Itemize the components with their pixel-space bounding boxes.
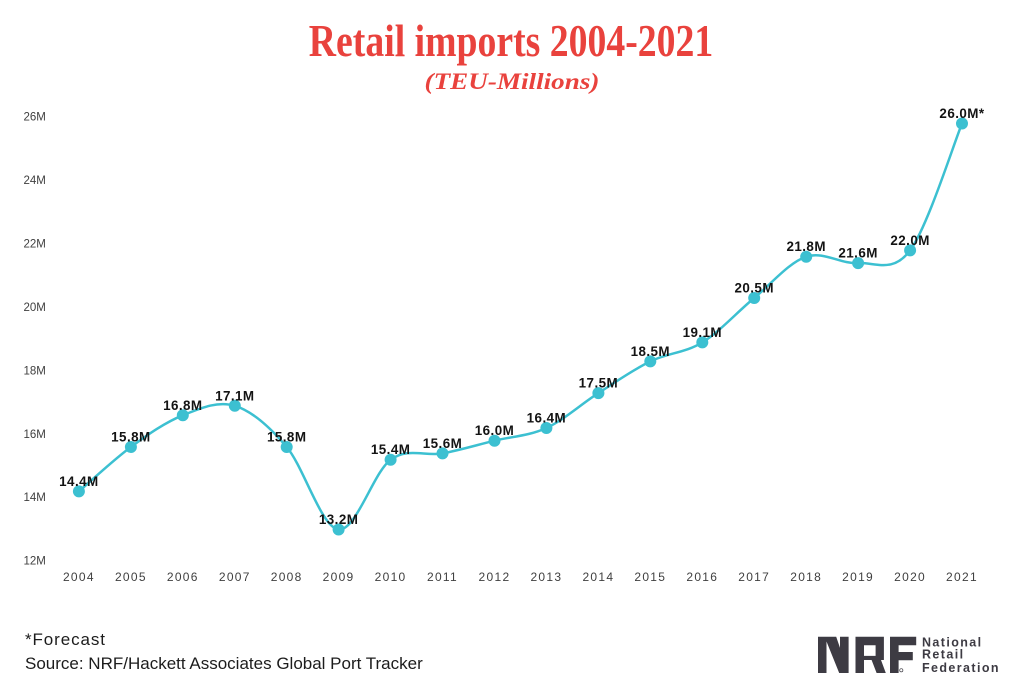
svg-text:15.8M: 15.8M: [111, 430, 150, 445]
svg-text:17.5M: 17.5M: [579, 376, 618, 391]
svg-text:Retail: Retail: [922, 648, 964, 662]
svg-text:26M: 26M: [24, 112, 46, 124]
svg-text:2009: 2009: [323, 570, 355, 584]
svg-text:2017: 2017: [738, 570, 770, 584]
svg-text:16.8M: 16.8M: [163, 398, 202, 413]
svg-text:2006: 2006: [167, 570, 199, 584]
svg-text:2018: 2018: [790, 570, 822, 584]
svg-text:2007: 2007: [219, 570, 251, 584]
svg-text:2019: 2019: [842, 570, 874, 584]
svg-text:2016: 2016: [686, 570, 718, 584]
svg-text:13.2M: 13.2M: [319, 512, 358, 527]
svg-text:22.0M: 22.0M: [890, 233, 929, 248]
svg-text:16.4M: 16.4M: [527, 411, 566, 426]
svg-text:12M: 12M: [24, 556, 46, 568]
svg-text:16M: 16M: [24, 429, 46, 441]
svg-text:15.4M: 15.4M: [371, 442, 410, 457]
svg-text:National: National: [922, 635, 983, 649]
svg-text:20.5M: 20.5M: [734, 281, 773, 296]
svg-text:16.0M: 16.0M: [475, 423, 514, 438]
svg-text:2010: 2010: [375, 570, 407, 584]
svg-text:21.6M: 21.6M: [838, 246, 877, 261]
svg-text:24M: 24M: [24, 175, 46, 187]
svg-text:2015: 2015: [634, 570, 666, 584]
svg-text:2014: 2014: [582, 570, 614, 584]
svg-text:2011: 2011: [427, 570, 458, 584]
svg-text:2021: 2021: [946, 570, 978, 584]
svg-text:21.8M: 21.8M: [786, 239, 825, 254]
svg-text:2020: 2020: [894, 570, 926, 584]
svg-text:20M: 20M: [24, 302, 46, 314]
svg-text:17.1M: 17.1M: [215, 388, 254, 403]
svg-text:2008: 2008: [271, 570, 303, 584]
svg-text:18.5M: 18.5M: [631, 344, 670, 359]
svg-text:2004: 2004: [63, 570, 95, 584]
svg-text:2013: 2013: [530, 570, 562, 584]
svg-text:18M: 18M: [24, 365, 46, 377]
svg-text:14M: 14M: [24, 492, 46, 504]
svg-text:14.4M: 14.4M: [59, 474, 98, 489]
svg-text:2005: 2005: [115, 570, 147, 584]
svg-text:2012: 2012: [479, 570, 511, 584]
svg-text:19.1M: 19.1M: [683, 325, 722, 340]
svg-text:26.0M*: 26.0M*: [939, 106, 984, 121]
svg-text:22M: 22M: [24, 239, 46, 251]
svg-text:15.6M: 15.6M: [423, 436, 462, 451]
svg-text:Federation: Federation: [922, 661, 1000, 675]
svg-text:15.8M: 15.8M: [267, 430, 306, 445]
